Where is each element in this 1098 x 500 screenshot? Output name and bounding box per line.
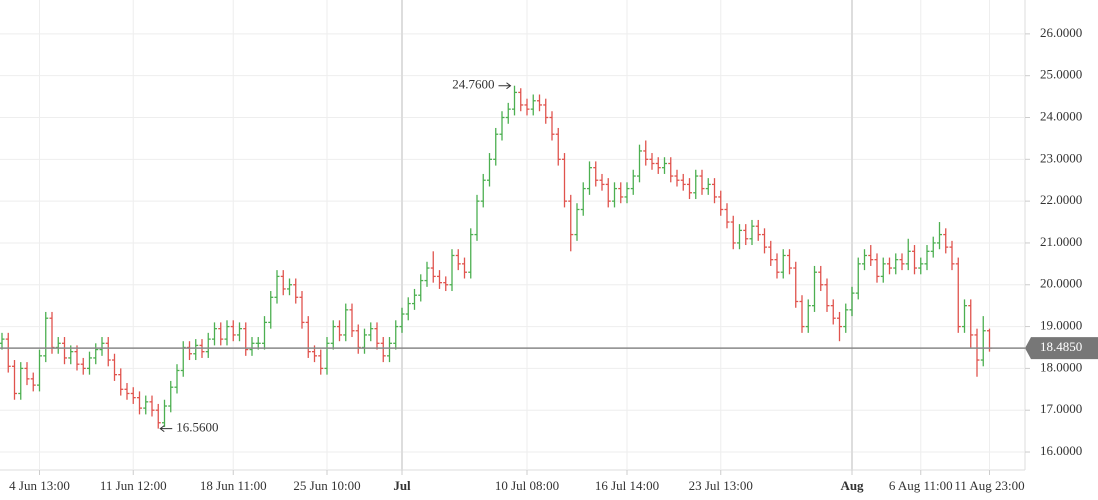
x-tick-label: 4 Jun 13:00	[9, 478, 70, 493]
x-tick-label: 11 Jun 12:00	[100, 478, 167, 493]
y-tick-label: 26.0000	[1040, 25, 1082, 40]
annotation-label: 16.5600	[176, 420, 218, 435]
y-tick-label: 17.0000	[1040, 401, 1082, 416]
y-tick-label: 19.0000	[1040, 318, 1082, 333]
x-tick-label: 6 Aug 11:00	[889, 478, 953, 493]
x-tick-label: Jul	[393, 478, 411, 493]
annotation-label: 24.7600	[452, 77, 494, 92]
y-tick-label: 25.0000	[1040, 67, 1082, 82]
x-tick-label: 11 Aug 23:00	[954, 478, 1024, 493]
y-tick-label: 23.0000	[1040, 150, 1082, 165]
y-tick-label: 21.0000	[1040, 234, 1082, 249]
last-price-label: 18.4850	[1040, 339, 1082, 354]
last-price-box	[1025, 337, 1098, 360]
y-tick-label: 20.0000	[1040, 276, 1082, 291]
x-tick-label: Aug	[840, 478, 864, 493]
x-tick-label: 18 Jun 11:00	[200, 478, 267, 493]
x-tick-label: 16 Jul 14:00	[595, 478, 659, 493]
annotation-arrow	[498, 82, 512, 90]
x-tick-label: 10 Jul 08:00	[495, 478, 559, 493]
y-tick-label: 22.0000	[1040, 192, 1082, 207]
annotation-arrow	[159, 425, 173, 433]
x-tick-label: 25 Jun 10:00	[293, 478, 360, 493]
x-tick-label: 23 Jul 13:00	[689, 478, 753, 493]
y-tick-label: 18.0000	[1040, 359, 1082, 374]
y-tick-label: 24.0000	[1040, 108, 1082, 123]
y-tick-label: 16.0000	[1040, 443, 1082, 458]
